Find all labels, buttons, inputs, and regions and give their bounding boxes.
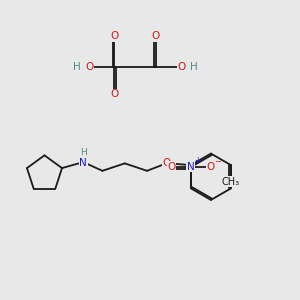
- Text: H: H: [73, 62, 80, 72]
- Text: O: O: [167, 162, 176, 172]
- Text: N: N: [79, 158, 87, 168]
- Text: H: H: [80, 148, 86, 158]
- Text: O: O: [110, 32, 118, 41]
- Text: CH₃: CH₃: [222, 176, 240, 187]
- Text: O: O: [110, 89, 118, 99]
- Text: O: O: [162, 158, 170, 168]
- Text: N: N: [187, 162, 195, 172]
- Text: O: O: [85, 62, 93, 72]
- Text: −: −: [214, 157, 221, 166]
- Text: +: +: [194, 156, 201, 165]
- Text: O: O: [152, 32, 160, 41]
- Text: H: H: [190, 62, 198, 72]
- Text: O: O: [177, 62, 185, 72]
- Text: O: O: [206, 162, 214, 172]
